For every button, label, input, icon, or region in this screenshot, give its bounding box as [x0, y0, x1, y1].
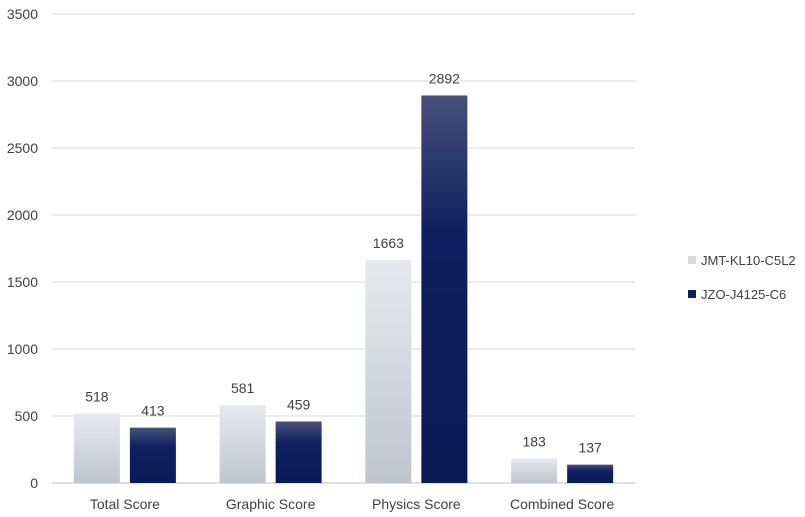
- x-axis: Total Score Graphic Score Physics Score Com…: [90, 496, 615, 512]
- bar-series-2: [567, 464, 614, 483]
- data-label: 1663: [373, 235, 404, 251]
- data-label: 413: [141, 403, 165, 419]
- bar-series-1: [219, 405, 266, 483]
- bars: [73, 95, 614, 484]
- y-tick-label: 1500: [7, 274, 38, 290]
- data-label: 459: [287, 396, 311, 412]
- y-tick-label: 2500: [7, 140, 38, 156]
- data-labels: 518 413 581 459 1663 2892 183 137: [85, 70, 602, 455]
- y-tick-label: 500: [15, 408, 39, 424]
- gridlines: [52, 13, 635, 484]
- data-label: 137: [578, 440, 602, 456]
- bar-series-1: [365, 260, 412, 483]
- legend-label: JMT-KL10-C5L2: [701, 252, 796, 268]
- legend-item: JZO-J4125-C6: [688, 284, 796, 304]
- y-tick-label: 2000: [7, 207, 38, 223]
- bar-series-1: [73, 413, 120, 483]
- data-label: 2892: [429, 70, 460, 86]
- bar-series-2: [275, 421, 322, 483]
- data-label: 581: [231, 380, 255, 396]
- bar-series-2: [421, 95, 468, 484]
- y-tick-label: 0: [30, 475, 38, 491]
- data-label: 183: [522, 433, 546, 449]
- y-tick-label: 3000: [7, 73, 38, 89]
- x-tick-label: Combined Score: [510, 496, 614, 512]
- y-axis: 0 500 1000 1500 2000 2500 3000 3500: [7, 6, 38, 491]
- legend-label: JZO-J4125-C6: [701, 286, 787, 302]
- bar-series-1: [511, 458, 558, 483]
- legend: JMT-KL10-C5L2 JZO-J4125-C6: [688, 250, 796, 318]
- data-label: 518: [85, 389, 109, 405]
- x-tick-label: Graphic Score: [226, 496, 316, 512]
- legend-swatch-series-2: [688, 290, 696, 298]
- x-tick-label: Physics Score: [372, 496, 461, 512]
- legend-swatch-series-1: [688, 256, 696, 264]
- x-tick-label: Total Score: [90, 496, 160, 512]
- y-tick-label: 3500: [7, 6, 38, 22]
- y-tick-label: 1000: [7, 341, 38, 357]
- bar-series-2: [129, 427, 176, 483]
- legend-item: JMT-KL10-C5L2: [688, 250, 796, 270]
